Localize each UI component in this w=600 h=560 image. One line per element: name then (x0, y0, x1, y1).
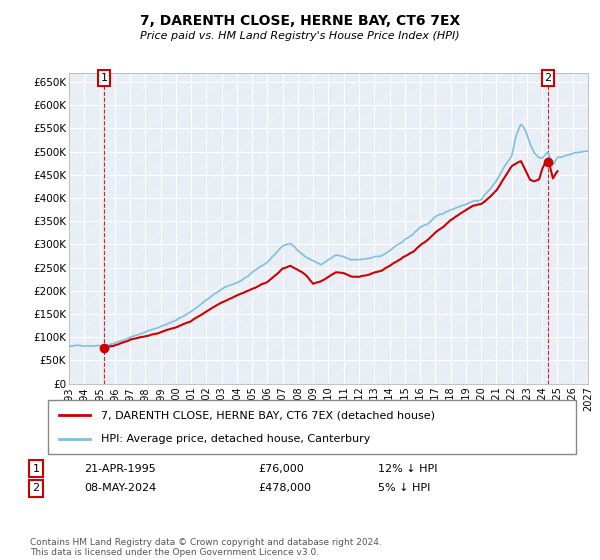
Text: 2: 2 (544, 73, 551, 83)
Text: £478,000: £478,000 (258, 483, 311, 493)
Text: Price paid vs. HM Land Registry's House Price Index (HPI): Price paid vs. HM Land Registry's House … (140, 31, 460, 41)
Text: 7, DARENTH CLOSE, HERNE BAY, CT6 7EX: 7, DARENTH CLOSE, HERNE BAY, CT6 7EX (140, 14, 460, 28)
Text: 7, DARENTH CLOSE, HERNE BAY, CT6 7EX (detached house): 7, DARENTH CLOSE, HERNE BAY, CT6 7EX (de… (101, 410, 435, 421)
Text: HPI: Average price, detached house, Canterbury: HPI: Average price, detached house, Cant… (101, 433, 370, 444)
Text: Contains HM Land Registry data © Crown copyright and database right 2024.
This d: Contains HM Land Registry data © Crown c… (30, 538, 382, 557)
Text: 08-MAY-2024: 08-MAY-2024 (84, 483, 156, 493)
Text: 21-APR-1995: 21-APR-1995 (84, 464, 156, 474)
Text: 5% ↓ HPI: 5% ↓ HPI (378, 483, 430, 493)
Text: £76,000: £76,000 (258, 464, 304, 474)
Text: 12% ↓ HPI: 12% ↓ HPI (378, 464, 437, 474)
FancyBboxPatch shape (48, 400, 576, 454)
Text: 1: 1 (101, 73, 107, 83)
Text: 2: 2 (32, 483, 40, 493)
Text: 1: 1 (32, 464, 40, 474)
